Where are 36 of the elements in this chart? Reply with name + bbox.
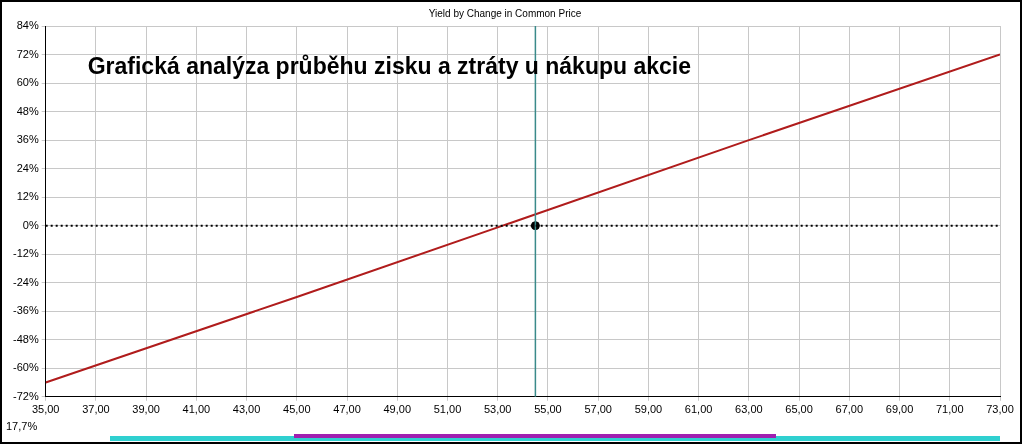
y-tick-label: -60% <box>12 361 39 374</box>
x-tick-label: 67,00 <box>835 403 864 416</box>
y-tick-label: 24% <box>16 161 39 174</box>
x-tick-label: 71,00 <box>936 403 964 416</box>
x-tick-label: 41,00 <box>182 403 211 416</box>
x-tick-label: 55,00 <box>534 403 562 416</box>
x-tick-label: 39,00 <box>132 403 160 416</box>
y-tick-label: 36% <box>16 133 39 146</box>
x-tick-label: 61,00 <box>684 403 713 416</box>
y-tick-label: -12% <box>12 247 39 260</box>
x-tick-label: 69,00 <box>885 403 914 416</box>
y-tick-label: 48% <box>16 104 39 117</box>
y-tick-label: -48% <box>12 332 39 345</box>
x-tick-label: 73,00 <box>986 403 1014 416</box>
x-tick-label: 57,00 <box>584 403 612 416</box>
x-tick-label: 51,00 <box>433 403 462 416</box>
y-tick-label: 12% <box>16 190 39 203</box>
y-tick-label: -72% <box>12 389 39 402</box>
y-tick-label: 84% <box>16 19 39 32</box>
x-tick-label: 45,00 <box>283 403 311 416</box>
x-tick-label: 63,00 <box>735 403 763 416</box>
x-tick-label: 59,00 <box>634 403 663 416</box>
x-tick-label: 35,00 <box>31 403 60 416</box>
text: 17,7% <box>6 419 38 432</box>
x-tick-label: 37,00 <box>82 403 110 416</box>
y-tick-label: 60% <box>16 76 39 89</box>
x-tick-label: 43,00 <box>232 403 261 416</box>
x-tick-label: 47,00 <box>333 403 361 416</box>
x-tick-label: 49,00 <box>383 403 412 416</box>
chart-title: Yield by Change in Common Price <box>428 7 582 19</box>
y-tick-label: 72% <box>16 47 39 60</box>
x-tick-label: 53,00 <box>483 403 512 416</box>
y-tick-label: 0% <box>22 218 39 231</box>
x-tick-label: 65,00 <box>785 403 813 416</box>
y-tick-label: -36% <box>12 304 39 317</box>
y-tick-label: -24% <box>12 275 39 288</box>
